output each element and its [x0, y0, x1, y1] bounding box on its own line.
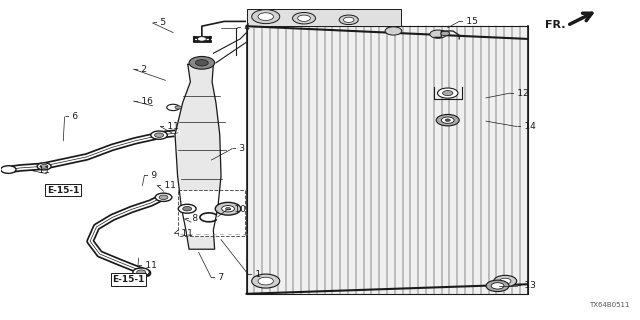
Text: – 8: – 8 — [184, 214, 198, 223]
Circle shape — [436, 115, 460, 126]
Text: – 9: – 9 — [145, 171, 157, 180]
Text: – 7: – 7 — [211, 273, 225, 282]
Circle shape — [445, 119, 451, 122]
Circle shape — [215, 202, 241, 215]
Text: FR.: FR. — [545, 20, 566, 29]
Circle shape — [258, 277, 273, 285]
Circle shape — [443, 91, 453, 96]
Circle shape — [155, 133, 164, 137]
Circle shape — [441, 31, 450, 36]
Circle shape — [292, 12, 316, 24]
Circle shape — [442, 117, 454, 123]
Circle shape — [133, 268, 150, 276]
Circle shape — [221, 205, 234, 212]
Text: – 3: – 3 — [232, 144, 245, 153]
Text: – 12: – 12 — [510, 89, 529, 98]
Circle shape — [344, 17, 354, 22]
Text: – 14: – 14 — [516, 122, 536, 131]
Circle shape — [493, 275, 516, 287]
Text: – 11: – 11 — [157, 181, 176, 190]
Text: – 11: – 11 — [31, 166, 50, 175]
Circle shape — [151, 131, 168, 139]
Circle shape — [195, 60, 208, 66]
Text: E-15-1: E-15-1 — [112, 275, 145, 284]
Circle shape — [252, 10, 280, 24]
Polygon shape — [175, 64, 221, 249]
Circle shape — [137, 270, 146, 274]
Circle shape — [182, 206, 191, 211]
Circle shape — [486, 280, 509, 292]
Circle shape — [225, 207, 230, 210]
Circle shape — [40, 164, 48, 168]
Circle shape — [491, 283, 504, 289]
Circle shape — [178, 204, 196, 213]
Circle shape — [385, 27, 402, 35]
Circle shape — [159, 195, 168, 199]
Circle shape — [189, 56, 214, 69]
Circle shape — [156, 193, 172, 201]
Text: – 10: – 10 — [227, 205, 246, 214]
Text: TX64B0511: TX64B0511 — [589, 302, 630, 308]
Circle shape — [1, 166, 16, 173]
Text: E-15-1: E-15-1 — [47, 186, 79, 195]
Circle shape — [339, 15, 358, 25]
Circle shape — [252, 274, 280, 288]
Text: – 6: – 6 — [65, 113, 77, 122]
Text: – 11: – 11 — [174, 229, 193, 238]
Text: – 15: – 15 — [460, 17, 478, 26]
Text: – 4: – 4 — [237, 23, 250, 32]
Circle shape — [37, 163, 51, 170]
Circle shape — [167, 104, 179, 111]
Circle shape — [438, 88, 458, 98]
Text: – 5: – 5 — [153, 19, 166, 28]
Bar — [178, 190, 245, 236]
Circle shape — [175, 106, 181, 109]
Circle shape — [499, 278, 511, 284]
Circle shape — [258, 13, 273, 20]
Text: – 16: – 16 — [134, 97, 152, 106]
Bar — [246, 9, 401, 26]
Bar — [246, 26, 527, 294]
Circle shape — [430, 30, 447, 38]
Text: – 1: – 1 — [248, 270, 262, 279]
Text: – 2: – 2 — [134, 65, 147, 74]
Text: – 11: – 11 — [161, 122, 179, 131]
Circle shape — [197, 37, 206, 41]
Circle shape — [298, 15, 310, 21]
Text: – 11: – 11 — [138, 261, 157, 270]
Text: – 13: – 13 — [516, 281, 536, 290]
